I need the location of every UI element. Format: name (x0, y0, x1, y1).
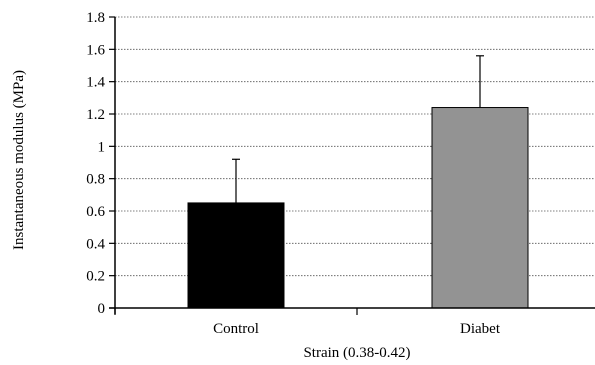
y-tick-label: 1.2 (86, 107, 105, 123)
error-bars (232, 55, 484, 203)
y-tick-labels: 0 0.2 0.4 0.6 0.8 1 1.2 1.4 1.6 1.8 (86, 10, 105, 317)
y-tick-label: 1.6 (86, 42, 105, 58)
y-tick-label: 1.4 (86, 75, 105, 91)
axes (109, 16, 595, 315)
y-tick-label: 1.8 (86, 10, 105, 26)
y-tick-label: 0.6 (86, 204, 105, 220)
y-tick-label: 0.4 (86, 236, 105, 252)
gridlines (115, 16, 595, 277)
y-tick-label: 0.8 (86, 172, 105, 188)
x-tick-label: Control (213, 321, 259, 337)
x-axis-title: Strain (0.38-0.42) (303, 345, 410, 361)
y-axis-title: Instantaneous modulus (MPa) (11, 70, 27, 250)
bar-control (187, 202, 285, 309)
bars (187, 107, 529, 309)
x-tick-labels: Control Diabet (213, 321, 501, 337)
y-tick-label: 0.2 (86, 269, 105, 285)
bar-diabet (431, 107, 529, 309)
y-tick-label: 0 (98, 301, 106, 317)
x-tick-label: Diabet (460, 321, 501, 337)
y-tick-label: 1 (98, 139, 106, 155)
